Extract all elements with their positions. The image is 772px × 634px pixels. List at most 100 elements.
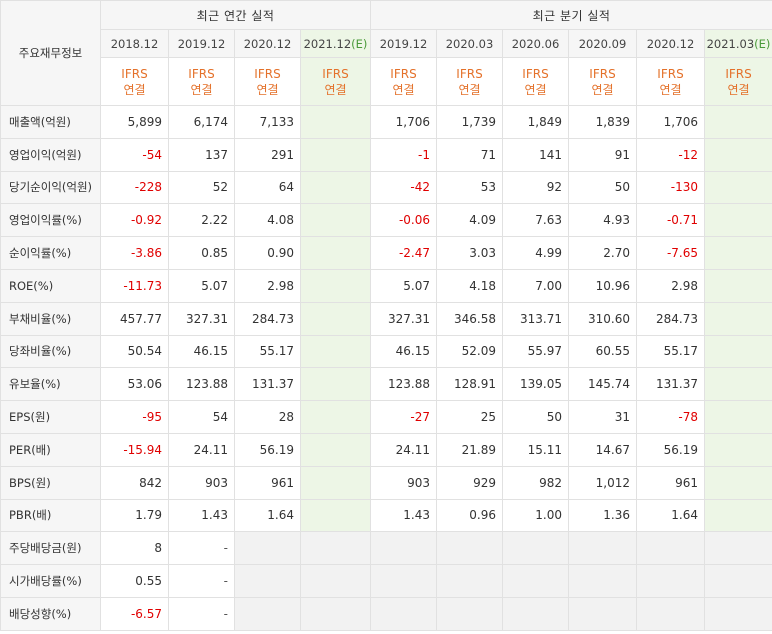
quarter-value-cell: 327.31 xyxy=(370,301,437,336)
annual-value-cell: 1.43 xyxy=(168,498,235,533)
annual-value-cell: 0.90 xyxy=(234,236,301,270)
quarter-value-cell xyxy=(703,596,772,631)
annual-value-cell: -54 xyxy=(100,137,169,172)
annual-value-cell: 291 xyxy=(234,137,301,172)
quarter-value-cell: 145.74 xyxy=(568,367,637,402)
table-row: 영업이익(억원) -54 137 291 -1 71 141 91 -12 xyxy=(0,137,772,172)
quarter-value-cell: 1.43 xyxy=(370,498,437,533)
row-label: BPS(원) xyxy=(0,465,101,500)
ifrs-consolidated-cell: IFRS 연결 xyxy=(168,57,235,106)
quarter-period-header: 2020.12 xyxy=(636,29,705,58)
annual-value-cell xyxy=(300,596,371,631)
ifrs-consolidated-cell: IFRS 연결 xyxy=(703,57,772,106)
ifrs-label: IFRS xyxy=(589,66,616,81)
quarter-period-header: 2020.06 xyxy=(502,29,569,58)
quarter-value-cell: 3.03 xyxy=(436,236,503,270)
annual-value-cell xyxy=(300,564,371,598)
annual-value-cell: 131.37 xyxy=(234,367,301,402)
ifrs-label: IFRS xyxy=(725,66,752,81)
annual-value-cell: 123.88 xyxy=(168,367,235,402)
quarter-period-header: 2020.09 xyxy=(568,29,637,58)
quarter-value-cell xyxy=(636,596,705,631)
annual-value-cell: 137 xyxy=(168,137,235,172)
quarter-value-cell xyxy=(636,564,705,598)
annual-value-cell: 5,899 xyxy=(100,105,169,139)
quarter-value-cell: 1.36 xyxy=(568,498,637,533)
quarter-value-cell: 55.17 xyxy=(636,334,705,369)
ifrs-consolidated-cell: IFRS 연결 xyxy=(568,57,637,106)
quarter-value-cell: 60.55 xyxy=(568,334,637,369)
quarter-value-cell: 131.37 xyxy=(636,367,705,402)
period-label: 2019.12 xyxy=(379,36,428,51)
quarter-value-cell: 1.64 xyxy=(636,498,705,533)
row-label: EPS(원) xyxy=(0,400,101,434)
table-row: 당기순이익(억원) -228 52 64 -42 53 92 50 -130 xyxy=(0,170,772,205)
annual-value-cell: 64 xyxy=(234,170,301,205)
quarter-value-cell: 56.19 xyxy=(636,432,705,467)
row-label: 주당배당금(원) xyxy=(0,531,101,566)
annual-value-cell: 8 xyxy=(100,531,169,566)
period-label: 2020.12 xyxy=(646,36,695,51)
period-label: 2021.12 xyxy=(303,36,352,51)
annual-value-cell: -15.94 xyxy=(100,432,169,467)
quarter-value-cell: 903 xyxy=(370,465,437,500)
table-row: EPS(원) -95 54 28 -27 25 50 31 -78 xyxy=(0,400,772,434)
ifrs-label: IFRS xyxy=(121,66,148,81)
quarter-value-cell: 2.70 xyxy=(568,236,637,270)
quarter-value-cell xyxy=(703,203,772,238)
consolidated-label: 연결 xyxy=(659,82,682,97)
quarter-value-cell: 1,839 xyxy=(568,105,637,139)
annual-value-cell: 4.08 xyxy=(234,203,301,238)
quarter-value-cell: 128.91 xyxy=(436,367,503,402)
ifrs-label: IFRS xyxy=(657,66,684,81)
quarter-value-cell: 4.93 xyxy=(568,203,637,238)
quarter-value-cell xyxy=(703,564,772,598)
quarter-value-cell xyxy=(703,498,772,533)
consolidated-label: 연결 xyxy=(727,82,750,97)
table-row: 당좌비율(%) 50.54 46.15 55.17 46.15 52.09 55.97 60.… xyxy=(0,334,772,369)
annual-value-cell: 52 xyxy=(168,170,235,205)
consolidated-label: 연결 xyxy=(392,82,415,97)
table-row: 매출액(억원) 5,899 6,174 7,133 1,706 1,739 1,849 1,8… xyxy=(0,105,772,139)
row-label: 시가배당률(%) xyxy=(0,564,101,598)
annual-period-header: 2019.12 xyxy=(168,29,235,58)
annual-value-cell: 55.17 xyxy=(234,334,301,369)
annual-value-cell: - xyxy=(168,564,235,598)
consolidated-label: 연결 xyxy=(123,82,146,97)
quarter-value-cell: 2.98 xyxy=(636,268,705,303)
quarter-value-cell: 15.11 xyxy=(502,432,569,467)
quarter-value-cell: 1,012 xyxy=(568,465,637,500)
estimate-tag: (E) xyxy=(754,36,771,51)
quarter-value-cell xyxy=(636,531,705,566)
quarter-value-cell: -130 xyxy=(636,170,705,205)
quarter-value-cell xyxy=(703,367,772,402)
annual-value-cell: 2.98 xyxy=(234,268,301,303)
quarter-value-cell xyxy=(703,137,772,172)
annual-value-cell: 903 xyxy=(168,465,235,500)
table-row: 부채비율(%) 457.77 327.31 284.73 327.31 346.58 313… xyxy=(0,301,772,336)
quarter-value-cell: 929 xyxy=(436,465,503,500)
quarter-value-cell xyxy=(370,531,437,566)
quarter-value-cell: 139.05 xyxy=(502,367,569,402)
quarter-value-cell: 1.00 xyxy=(502,498,569,533)
quarter-value-cell xyxy=(370,596,437,631)
row-label: 순이익률(%) xyxy=(0,236,101,270)
annual-value-cell: - xyxy=(168,596,235,631)
quarter-value-cell: 313.71 xyxy=(502,301,569,336)
quarter-value-cell xyxy=(703,465,772,500)
quarter-value-cell xyxy=(703,170,772,205)
annual-value-cell xyxy=(300,400,371,434)
annual-value-cell xyxy=(300,236,371,270)
annual-value-cell: -11.73 xyxy=(100,268,169,303)
period-header-row: 2018.12 2019.12 2020.12 2021.12(E) 2019.12 20… xyxy=(1,29,772,58)
quarter-value-cell: 123.88 xyxy=(370,367,437,402)
quarter-value-cell xyxy=(703,236,772,270)
table-row: PBR(배) 1.79 1.43 1.64 1.43 0.96 1.00 1.36 1.64 xyxy=(0,498,772,533)
annual-value-cell: 28 xyxy=(234,400,301,434)
annual-value-cell: 54 xyxy=(168,400,235,434)
annual-value-cell xyxy=(300,367,371,402)
ifrs-label: IFRS xyxy=(254,66,281,81)
annual-group-header: 최근 연간 실적 xyxy=(100,0,371,30)
annual-value-cell: 1.64 xyxy=(234,498,301,533)
quarter-value-cell: 24.11 xyxy=(370,432,437,467)
